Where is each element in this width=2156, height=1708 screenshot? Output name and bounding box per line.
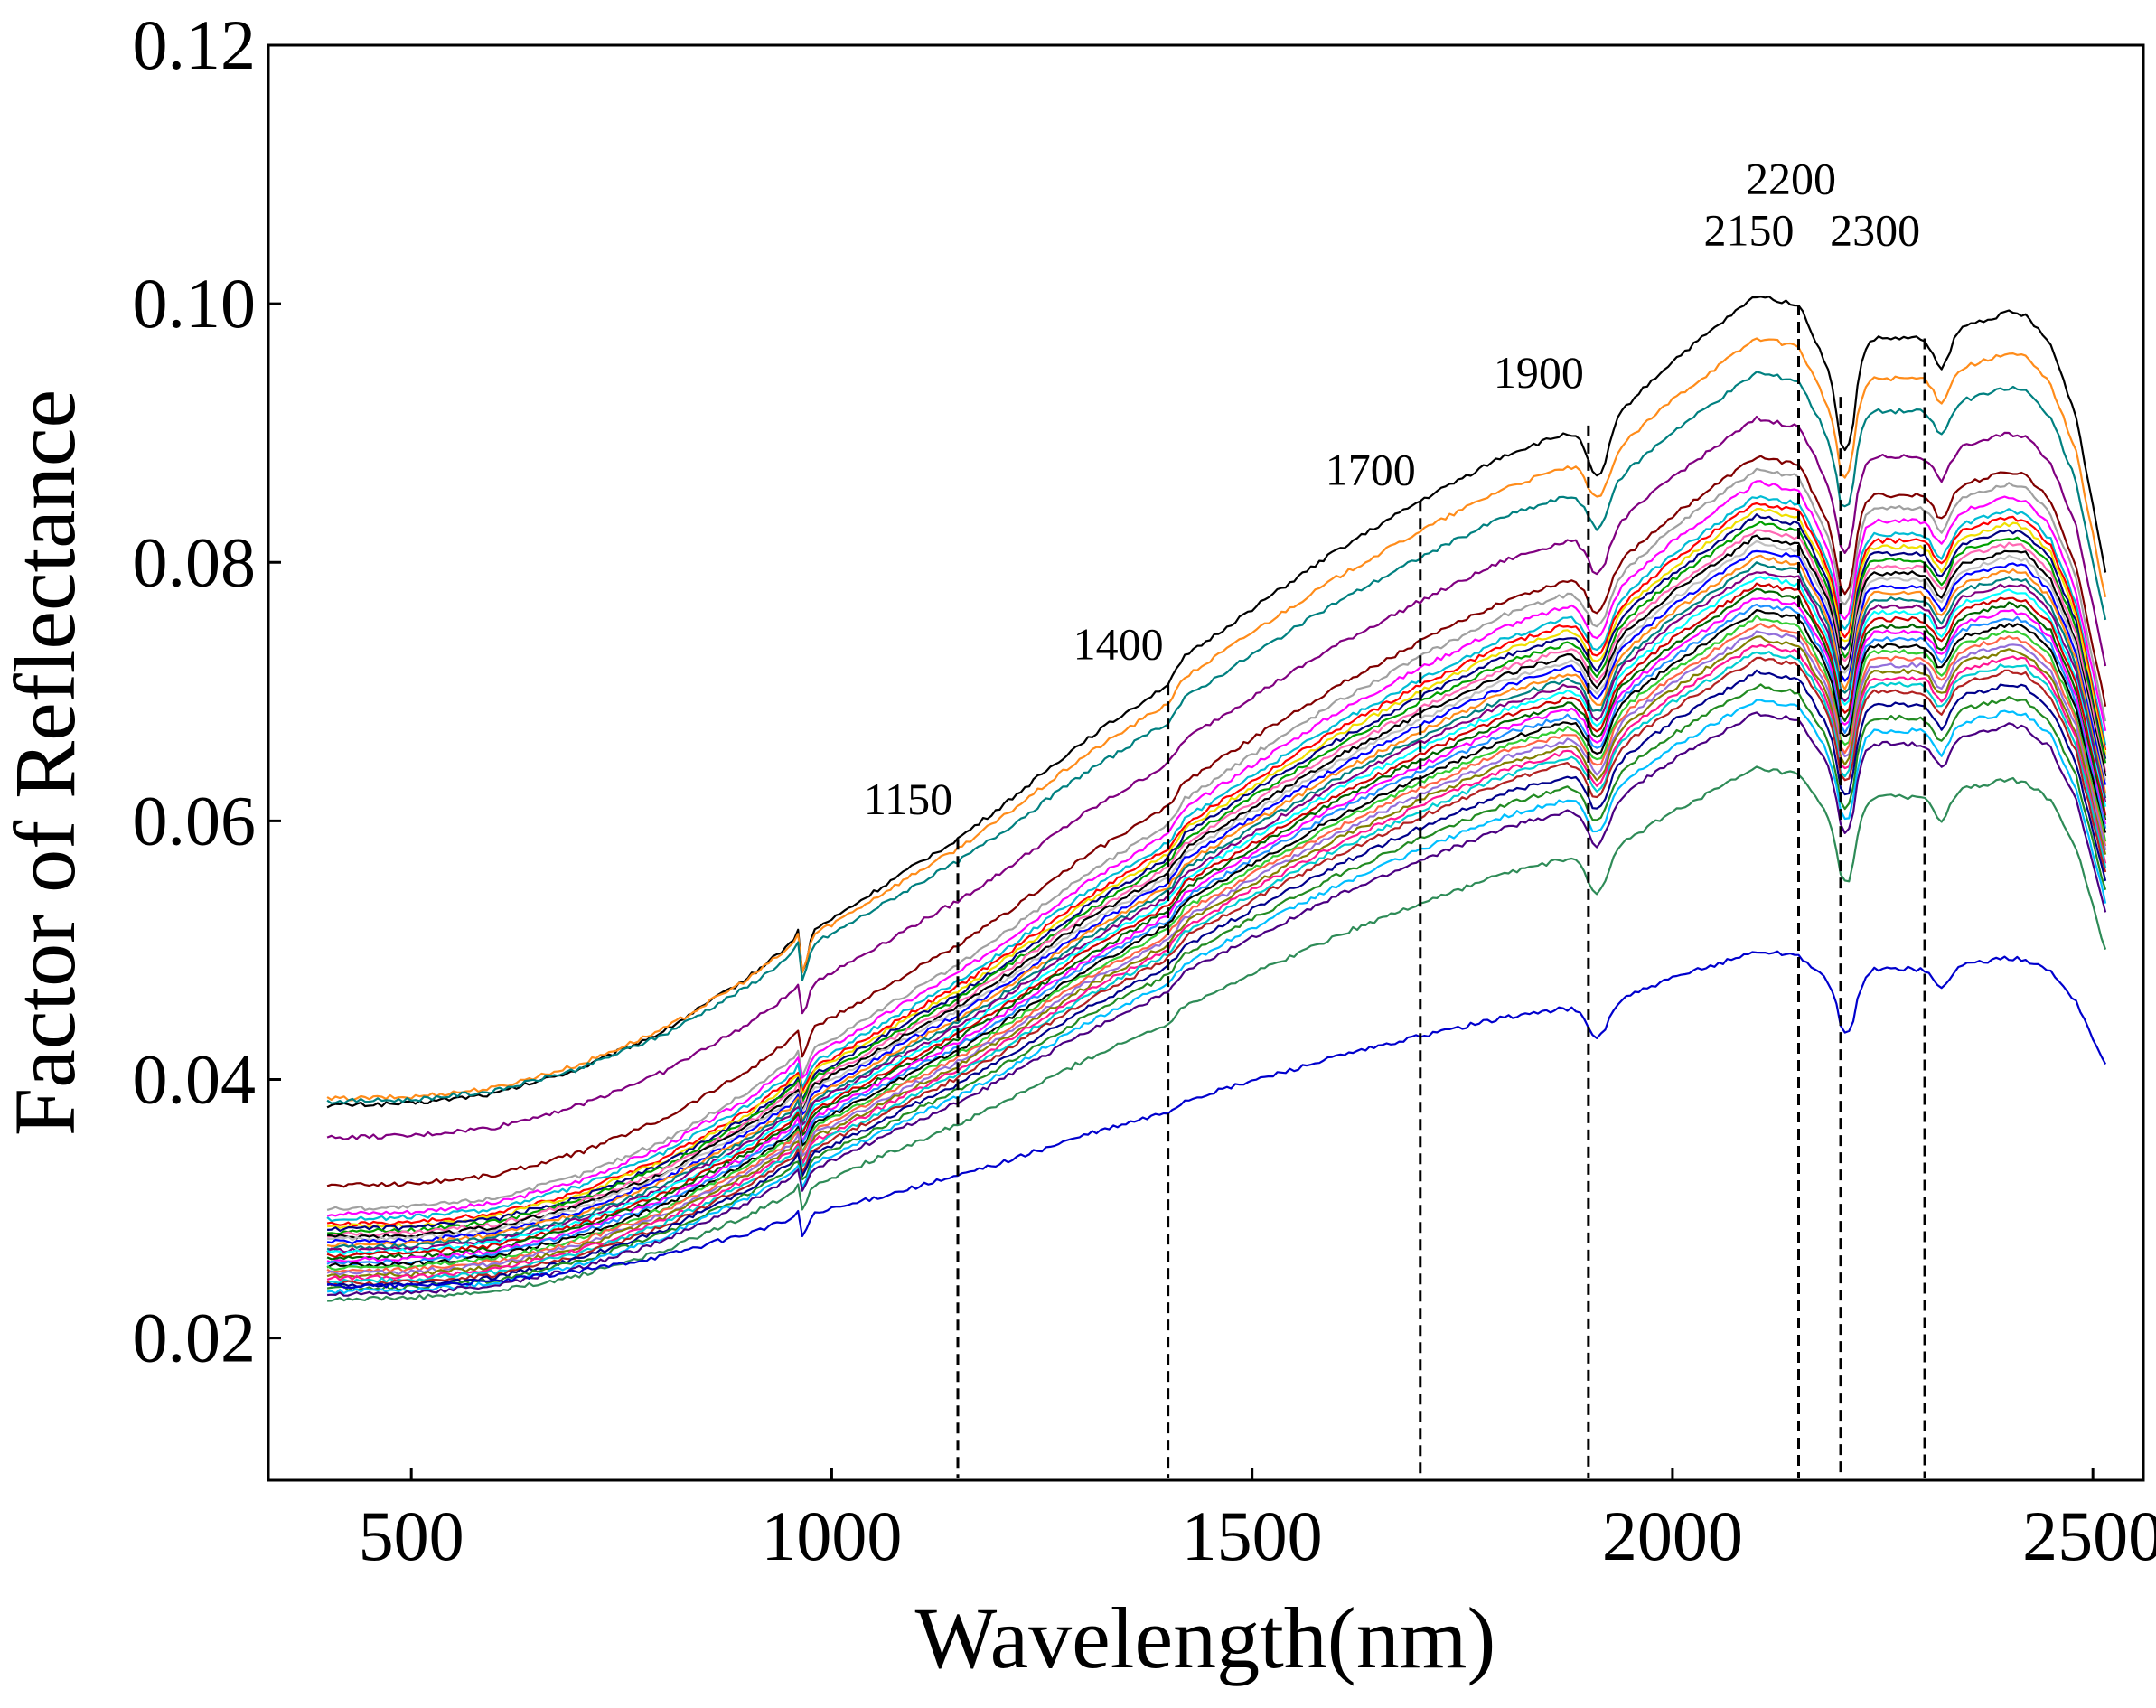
- series-line-s07: [326, 480, 2107, 1217]
- series-line-s31: [326, 651, 2107, 1284]
- series-line-s06: [326, 467, 2107, 1212]
- series-line-s30: [326, 643, 2107, 1281]
- annotation-label-1150: 1150: [864, 774, 952, 824]
- annotation-label-1700: 1700: [1326, 444, 1416, 494]
- series-line-s22: [326, 587, 2107, 1261]
- series-line-s20: [326, 576, 2107, 1255]
- series-line-s11: [327, 513, 2107, 1232]
- series-line-s24: [326, 603, 2107, 1266]
- series-line-s25: [326, 609, 2107, 1269]
- x-tick-label: 500: [359, 1497, 464, 1575]
- y-tick-label: 0.02: [133, 1299, 257, 1377]
- x-axis-title: Wavelength(nm): [915, 1590, 1496, 1686]
- series-line-s34: [326, 683, 2107, 1292]
- reference-lines: [956, 305, 1926, 1478]
- y-axis-ticks: 0.02 0.04 0.06 0.08 0.10 0.12: [133, 5, 281, 1377]
- x-tick-label: 1000: [761, 1497, 902, 1575]
- x-axis-ticks: 500 1000 1500 2000 2500: [359, 1468, 2156, 1575]
- series-line-s05: [326, 455, 2107, 1188]
- series-line-s15: [327, 540, 2107, 1242]
- series-line-s18: [326, 561, 2107, 1251]
- annotation-label-2200: 2200: [1746, 154, 1836, 204]
- series-line-s32: [326, 656, 2107, 1287]
- series-line-s10: [326, 508, 2107, 1229]
- series-line-s19: [326, 571, 2107, 1253]
- y-tick-label: 0.12: [133, 5, 257, 84]
- series-line-s33: [326, 669, 2107, 1288]
- x-tick-label: 2500: [2022, 1497, 2156, 1575]
- spectral-lines: [326, 296, 2107, 1302]
- y-tick-label: 0.08: [133, 522, 257, 601]
- series-line-s12: [327, 521, 2107, 1235]
- series-line-s36: [327, 711, 2107, 1297]
- annotation-label-2300: 2300: [1830, 205, 1920, 256]
- series-line-s27: [326, 623, 2107, 1273]
- annotation-label-1900: 1900: [1494, 347, 1584, 398]
- y-tick-label: 0.10: [133, 264, 257, 343]
- annotation-label-2150: 2150: [1703, 205, 1794, 256]
- series-line-s02: [326, 337, 2107, 1102]
- series-line-s17: [326, 554, 2107, 1248]
- x-tick-label: 2000: [1602, 1497, 1743, 1575]
- series-line-s03: [326, 371, 2107, 1104]
- annotation-label-1400: 1400: [1073, 619, 1164, 670]
- y-tick-label: 0.04: [133, 1040, 257, 1119]
- series-line-s08: [326, 495, 2107, 1223]
- series-line-s04: [326, 416, 2107, 1140]
- series-line-s13: [327, 529, 2107, 1238]
- plot-frame: [267, 43, 2145, 1482]
- y-tick-label: 0.06: [133, 781, 257, 859]
- series-line-s29: [326, 635, 2107, 1279]
- x-tick-label: 1500: [1182, 1497, 1323, 1575]
- series-line-s38: [327, 950, 2107, 1290]
- y-axis-title: Factor of Reflectance: [0, 389, 93, 1136]
